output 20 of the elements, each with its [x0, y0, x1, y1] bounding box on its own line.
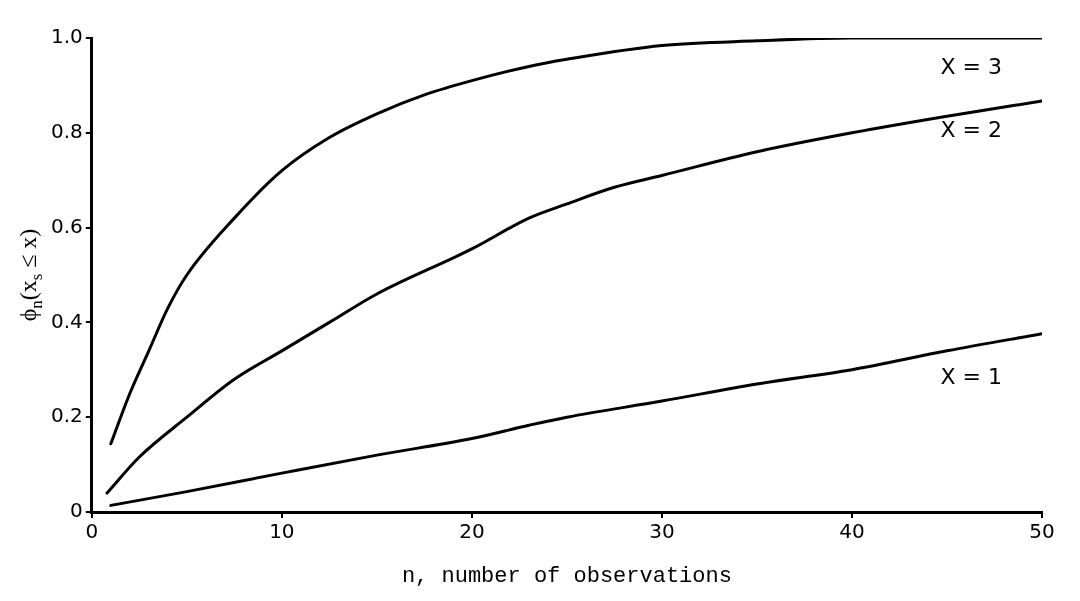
- y-tick-label: 0.8: [50, 119, 83, 143]
- y-tick-label: 0.4: [50, 308, 83, 333]
- series-label: X = 1: [940, 364, 1002, 390]
- line-series: [105, 99, 1042, 495]
- x-tick-label: 40: [839, 519, 865, 544]
- x-tick-label: 0: [85, 519, 99, 544]
- y-tick-label: 0.6: [50, 213, 83, 238]
- y-tick-label: 0.2: [50, 403, 83, 428]
- series-label: X = 2: [940, 116, 1002, 142]
- series-label: X = 3: [940, 53, 1002, 79]
- y-tick-label: 1.0: [50, 24, 83, 49]
- y-tick-label: 0: [70, 498, 83, 523]
- line-series: [109, 332, 1042, 507]
- x-tick-label: 10: [269, 519, 295, 544]
- line-series: [109, 38, 1042, 446]
- x-tick-label: 20: [459, 519, 485, 544]
- x-tick-label: 50: [1029, 519, 1055, 544]
- x-axis-title: n, number of observations: [401, 563, 732, 589]
- x-tick-label: 30: [649, 519, 675, 544]
- y-axis-title: ϕn(xs ≤ x): [15, 228, 46, 322]
